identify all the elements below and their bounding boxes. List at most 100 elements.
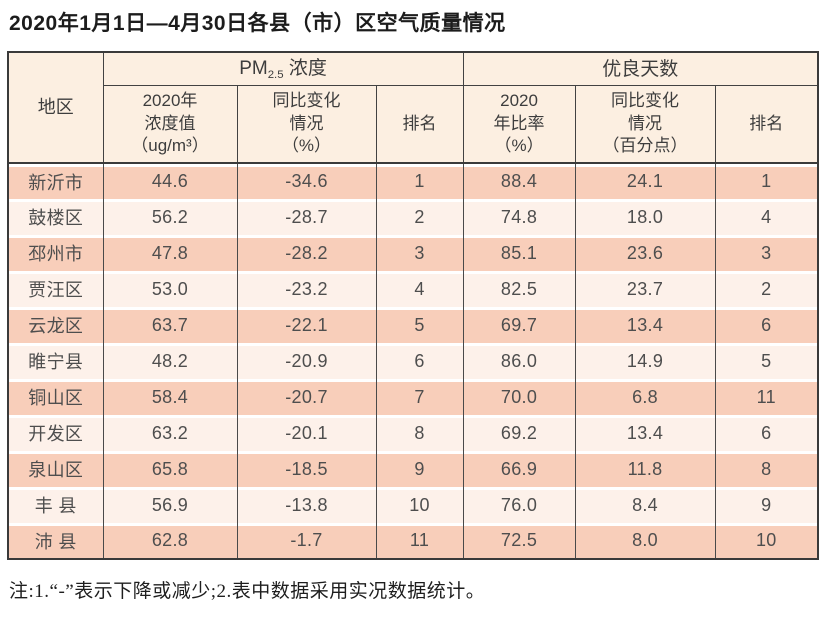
pm-change-cell: -1.7 xyxy=(236,523,377,560)
pm-value-cell: 65.8 xyxy=(102,451,238,488)
column-group-good-days: 优良天数 xyxy=(462,52,819,86)
pm-rank-cell: 5 xyxy=(375,307,464,344)
region-cell: 新沂市 xyxy=(7,163,104,200)
region-cell: 铜山区 xyxy=(7,379,104,416)
column-group-pm25: PM2.5 浓度 xyxy=(102,52,464,86)
pm-value-cell: 63.2 xyxy=(102,415,238,452)
good-rate-cell: 66.9 xyxy=(462,451,576,488)
region-cell: 邳州市 xyxy=(7,235,104,272)
good-change-cell: 14.9 xyxy=(574,343,716,380)
pm-rank-cell: 9 xyxy=(375,451,464,488)
pm-rank-cell: 8 xyxy=(375,415,464,452)
pm-value-cell: 48.2 xyxy=(102,343,238,380)
pm-rank-cell: 1 xyxy=(375,163,464,200)
good-rank-cell: 10 xyxy=(714,523,819,560)
good-change-cell: 18.0 xyxy=(574,199,716,236)
pm-rank-cell: 2 xyxy=(375,199,464,236)
table-row: 泉山区 65.8 -18.5 9 66.9 11.8 8 xyxy=(7,451,819,488)
table-body: 新沂市 44.6 -34.6 1 88.4 24.1 1 鼓楼区 56.2 -2… xyxy=(7,163,819,560)
pm-change-cell: -28.2 xyxy=(236,235,377,272)
table-row: 新沂市 44.6 -34.6 1 88.4 24.1 1 xyxy=(7,163,819,200)
table-row: 开发区 63.2 -20.1 8 69.2 13.4 6 xyxy=(7,415,819,452)
good-change-cell: 6.8 xyxy=(574,379,716,416)
good-rank-cell: 8 xyxy=(714,451,819,488)
good-rate-cell: 86.0 xyxy=(462,343,576,380)
table-row: 丰 县 56.9 -13.8 10 76.0 8.4 9 xyxy=(7,487,819,524)
column-header-good-rate: 2020 年比率 （%） xyxy=(462,85,576,165)
column-header-pm-rank: 排名 xyxy=(375,85,464,165)
pm-change-cell: -22.1 xyxy=(236,307,377,344)
region-cell: 丰 县 xyxy=(7,487,104,524)
page-title: 2020年1月1日—4月30日各县（市）区空气质量情况 xyxy=(9,12,506,35)
region-cell: 贾汪区 xyxy=(7,271,104,308)
table-row: 邳州市 47.8 -28.2 3 85.1 23.6 3 xyxy=(7,235,819,272)
pm-rank-cell: 4 xyxy=(375,271,464,308)
good-change-cell: 11.8 xyxy=(574,451,716,488)
pm-change-cell: -20.9 xyxy=(236,343,377,380)
table-row: 鼓楼区 56.2 -28.7 2 74.8 18.0 4 xyxy=(7,199,819,236)
good-change-cell: 24.1 xyxy=(574,163,716,200)
pm25-label-subscript: 2.5 xyxy=(267,68,284,81)
pm-change-cell: -23.2 xyxy=(236,271,377,308)
good-change-cell: 13.4 xyxy=(574,415,716,452)
pm-change-cell: -28.7 xyxy=(236,199,377,236)
region-cell: 泉山区 xyxy=(7,451,104,488)
good-rank-cell: 11 xyxy=(714,379,819,416)
pm-rank-cell: 3 xyxy=(375,235,464,272)
good-rank-cell: 3 xyxy=(714,235,819,272)
good-rank-cell: 2 xyxy=(714,271,819,308)
table-row: 睢宁县 48.2 -20.9 6 86.0 14.9 5 xyxy=(7,343,819,380)
table-row: 贾汪区 53.0 -23.2 4 82.5 23.7 2 xyxy=(7,271,819,308)
pm-value-cell: 63.7 xyxy=(102,307,238,344)
good-rank-cell: 1 xyxy=(714,163,819,200)
good-rank-cell: 4 xyxy=(714,199,819,236)
region-cell: 沛 县 xyxy=(7,523,104,560)
good-rate-cell: 69.7 xyxy=(462,307,576,344)
pm-value-cell: 56.2 xyxy=(102,199,238,236)
pm25-label-suffix: 浓度 xyxy=(283,57,327,79)
pm-change-cell: -20.1 xyxy=(236,415,377,452)
pm-change-cell: -20.7 xyxy=(236,379,377,416)
region-cell: 开发区 xyxy=(7,415,104,452)
good-rate-cell: 72.5 xyxy=(462,523,576,560)
table-header: 地区 PM2.5 浓度 优良天数 2020年 浓度值 （ug/m³） 同比变化 … xyxy=(7,52,819,165)
good-rate-cell: 70.0 xyxy=(462,379,576,416)
footnote: 注:1.“-”表示下降或减少;2.表中数据采用实况数据统计。 xyxy=(9,581,486,603)
good-rank-cell: 5 xyxy=(714,343,819,380)
column-header-good-change: 同比变化 情况 （百分点） xyxy=(574,85,716,165)
good-change-cell: 23.6 xyxy=(574,235,716,272)
good-rank-cell: 6 xyxy=(714,415,819,452)
air-quality-table: 地区 PM2.5 浓度 优良天数 2020年 浓度值 （ug/m³） 同比变化 … xyxy=(7,51,820,561)
good-rate-cell: 85.1 xyxy=(462,235,576,272)
column-header-pm-change: 同比变化 情况 （%） xyxy=(236,85,377,165)
good-rate-cell: 82.5 xyxy=(462,271,576,308)
pm-value-cell: 62.8 xyxy=(102,523,238,560)
good-rank-cell: 9 xyxy=(714,487,819,524)
pm-value-cell: 58.4 xyxy=(102,379,238,416)
good-rate-cell: 69.2 xyxy=(462,415,576,452)
good-change-cell: 8.4 xyxy=(574,487,716,524)
good-change-cell: 23.7 xyxy=(574,271,716,308)
column-header-region: 地区 xyxy=(7,52,104,165)
pm-rank-cell: 10 xyxy=(375,487,464,524)
pm-change-cell: -18.5 xyxy=(236,451,377,488)
table-row: 铜山区 58.4 -20.7 7 70.0 6.8 11 xyxy=(7,379,819,416)
column-header-pm-value: 2020年 浓度值 （ug/m³） xyxy=(102,85,238,165)
table-row: 沛 县 62.8 -1.7 11 72.5 8.0 10 xyxy=(7,523,819,560)
pm-value-cell: 47.8 xyxy=(102,235,238,272)
pm-change-cell: -34.6 xyxy=(236,163,377,200)
good-rate-cell: 74.8 xyxy=(462,199,576,236)
region-cell: 云龙区 xyxy=(7,307,104,344)
pm-rank-cell: 11 xyxy=(375,523,464,560)
pm-value-cell: 53.0 xyxy=(102,271,238,308)
good-rank-cell: 6 xyxy=(714,307,819,344)
pm-change-cell: -13.8 xyxy=(236,487,377,524)
group-header-row: 地区 PM2.5 浓度 优良天数 xyxy=(7,52,819,165)
pm-rank-cell: 6 xyxy=(375,343,464,380)
pm-value-cell: 44.6 xyxy=(102,163,238,200)
table-row: 云龙区 63.7 -22.1 5 69.7 13.4 6 xyxy=(7,307,819,344)
good-change-cell: 8.0 xyxy=(574,523,716,560)
column-header-good-rank: 排名 xyxy=(714,85,819,165)
pm-value-cell: 56.9 xyxy=(102,487,238,524)
